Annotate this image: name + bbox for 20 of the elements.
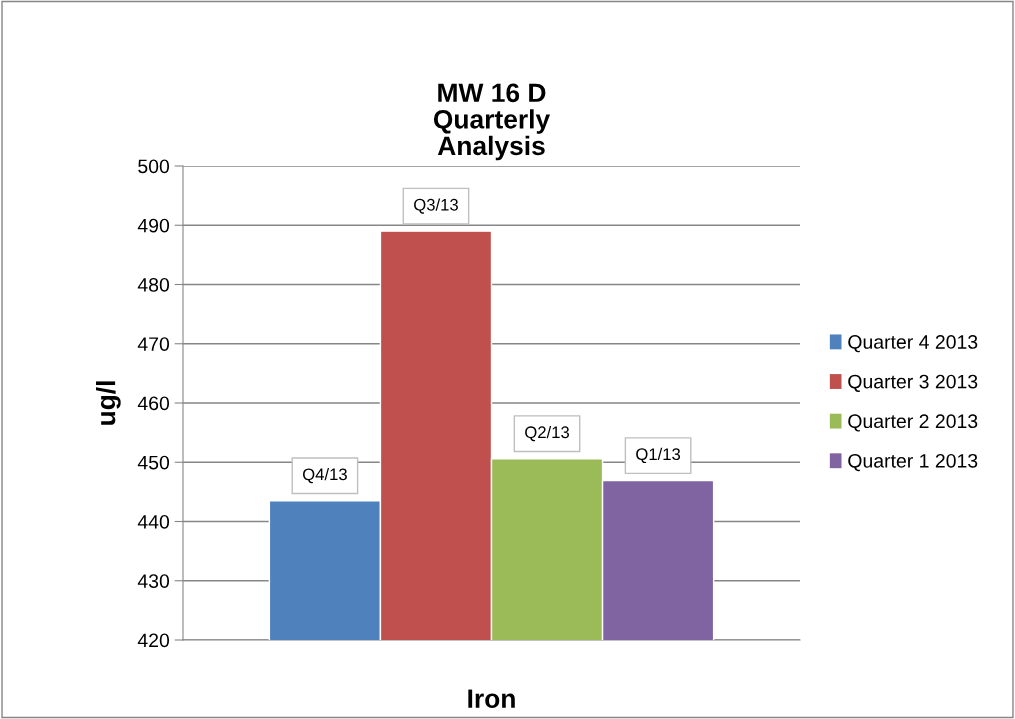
y-tick-label: 450 bbox=[137, 455, 170, 470]
chart-title: MW 16 D Quarterly Analysis bbox=[433, 83, 551, 161]
legend-label: Quarter 3 2013 bbox=[848, 374, 978, 392]
x-tick-label: Iron bbox=[468, 689, 515, 708]
y-tick-label: 500 bbox=[138, 159, 170, 174]
y-tick-label: 440 bbox=[137, 514, 170, 529]
data-label: Q2/13 bbox=[525, 425, 569, 442]
legend-label: Quarter 1 2013 bbox=[848, 453, 978, 472]
legend-label: Quarter 4 2013 bbox=[848, 335, 978, 353]
y-tick-label: 470 bbox=[137, 337, 170, 351]
y-tick-label: 490 bbox=[137, 218, 170, 233]
y-axis-title: ug/l bbox=[95, 381, 121, 425]
y-tick-label: 480 bbox=[137, 277, 170, 292]
data-label: Q3/13 bbox=[414, 198, 458, 214]
data-label: Q1/13 bbox=[636, 447, 681, 464]
y-tick-label: 420 bbox=[137, 633, 170, 648]
y-tick-label: 460 bbox=[137, 396, 170, 411]
data-label: Q4/13 bbox=[303, 467, 347, 484]
legend-label: Quarter 2 2013 bbox=[848, 414, 978, 432]
y-tick-label: 430 bbox=[137, 574, 170, 588]
